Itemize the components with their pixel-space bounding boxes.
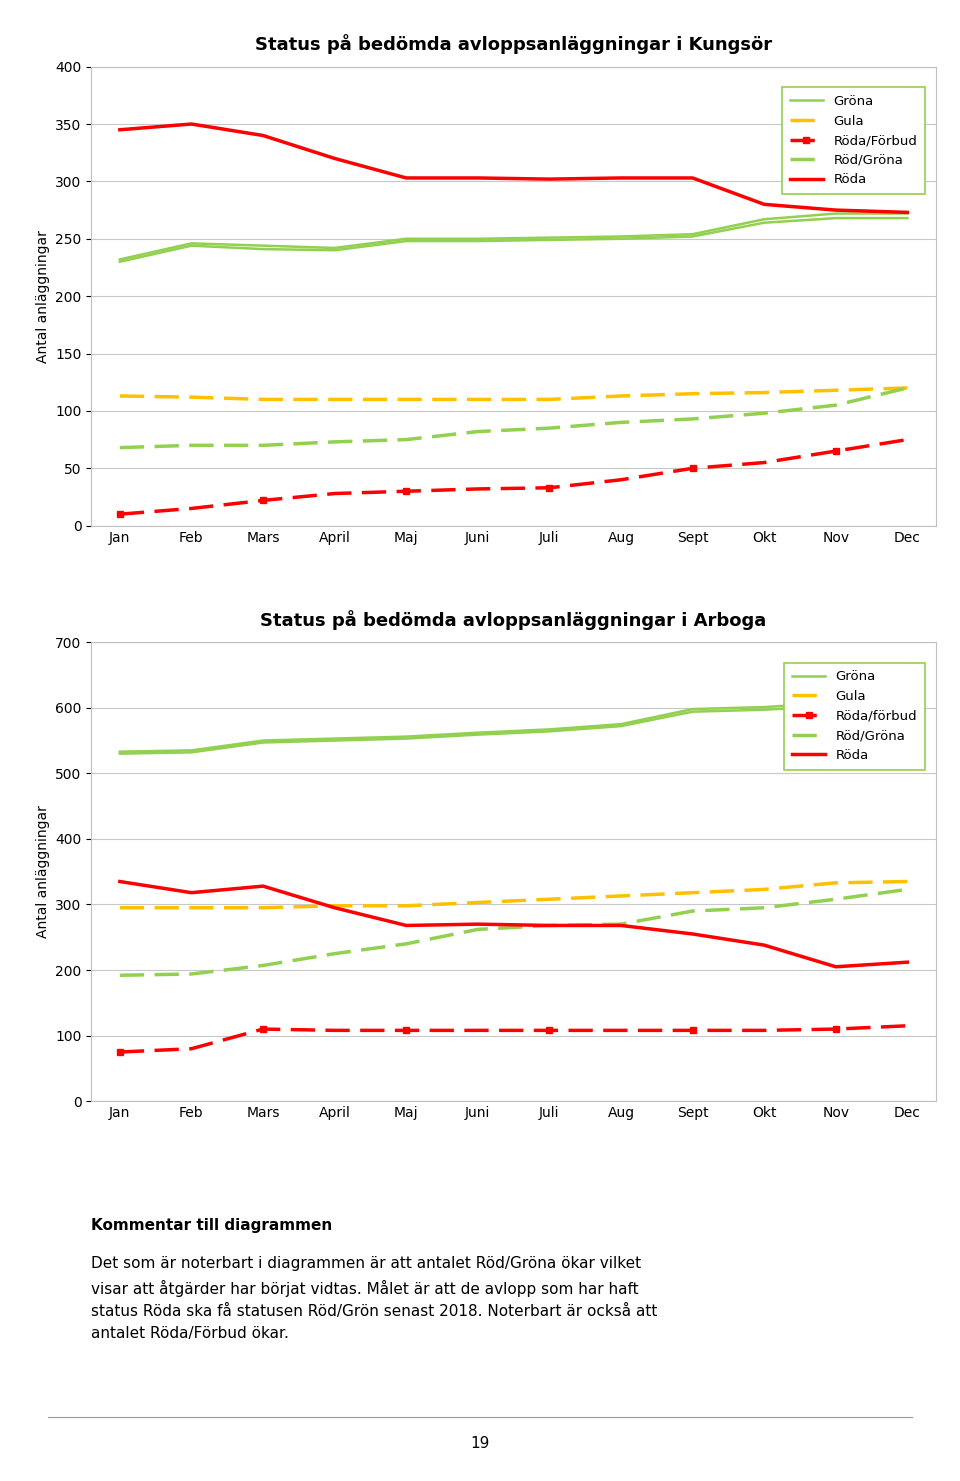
Y-axis label: Antal anläggningar: Antal anläggningar (36, 806, 50, 937)
Text: Kommentar till diagrammen: Kommentar till diagrammen (91, 1217, 332, 1232)
Title: Status på bedömda avloppsanläggningar i Arboga: Status på bedömda avloppsanläggningar i … (260, 610, 767, 629)
Legend: Gröna, Gula, Röda/förbud, Röd/Gröna, Röda: Gröna, Gula, Röda/förbud, Röd/Gröna, Röd… (784, 662, 925, 770)
Title: Status på bedömda avloppsanläggningar i Kungsör: Status på bedömda avloppsanläggningar i … (255, 34, 772, 53)
Text: Det som är noterbart i diagrammen är att antalet Röd/Gröna ökar vilket
visar att: Det som är noterbart i diagrammen är att… (91, 1256, 658, 1340)
Legend: Gröna, Gula, Röda/Förbud, Röd/Gröna, Röda: Gröna, Gula, Röda/Förbud, Röd/Gröna, Röd… (782, 87, 925, 194)
Text: 19: 19 (470, 1437, 490, 1451)
Y-axis label: Antal anläggningar: Antal anläggningar (36, 230, 50, 363)
